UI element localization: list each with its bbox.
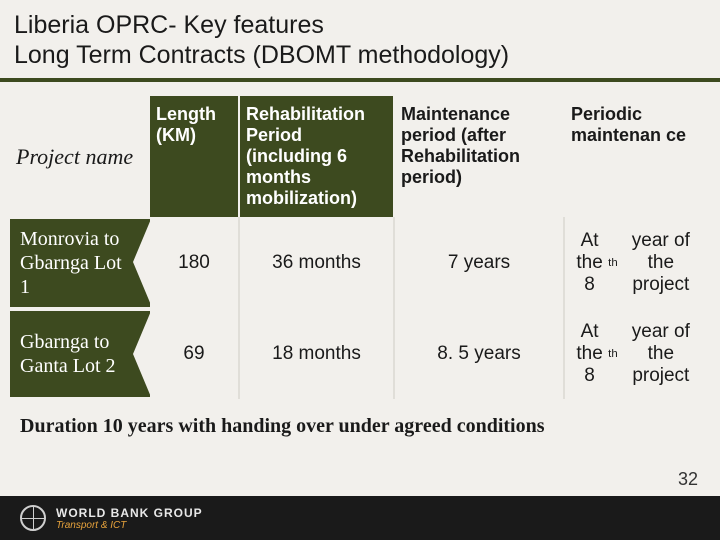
cell-periodic: At the 8th year of the project	[565, 309, 710, 399]
title-line2: Long Term Contracts (DBOMT methodology)	[14, 40, 706, 70]
col-header-maint: Maintenance period (after Rehabilitation…	[395, 96, 565, 217]
row-name: Gbarnga to Ganta Lot 2	[10, 311, 150, 397]
col-header-length: Length (KM)	[150, 96, 240, 217]
cell-length: 69	[150, 309, 240, 399]
page-number: 32	[678, 469, 698, 490]
cell-length: 180	[150, 217, 240, 309]
cell-periodic: At the 8th year of the project	[565, 217, 710, 309]
cell-rehab: 36 months	[240, 217, 395, 309]
row-name: Monrovia to Gbarnga Lot 1	[10, 219, 150, 307]
col-header-rehab: Rehabilitation Period (including 6 month…	[240, 96, 395, 217]
dept-name: Transport & ICT	[56, 520, 203, 531]
wbg-logo: WORLD BANK GROUP Transport & ICT	[20, 505, 203, 531]
contracts-table: Project name Length (KM) Rehabilitation …	[10, 96, 710, 399]
footer-bar: WORLD BANK GROUP Transport & ICT	[0, 496, 720, 540]
title-block: Liberia OPRC- Key features Long Term Con…	[0, 0, 720, 82]
cell-maint: 8. 5 years	[395, 309, 565, 399]
duration-note: Duration 10 years with handing over unde…	[20, 415, 720, 438]
cell-maint: 7 years	[395, 217, 565, 309]
org-name: WORLD BANK GROUP	[56, 506, 203, 520]
globe-icon	[20, 505, 46, 531]
logo-text: WORLD BANK GROUP Transport & ICT	[56, 506, 203, 531]
col-header-project: Project name	[10, 96, 150, 217]
cell-rehab: 18 months	[240, 309, 395, 399]
col-header-periodic: Periodic maintenan ce	[565, 96, 710, 217]
title-line1: Liberia OPRC- Key features	[14, 10, 706, 40]
